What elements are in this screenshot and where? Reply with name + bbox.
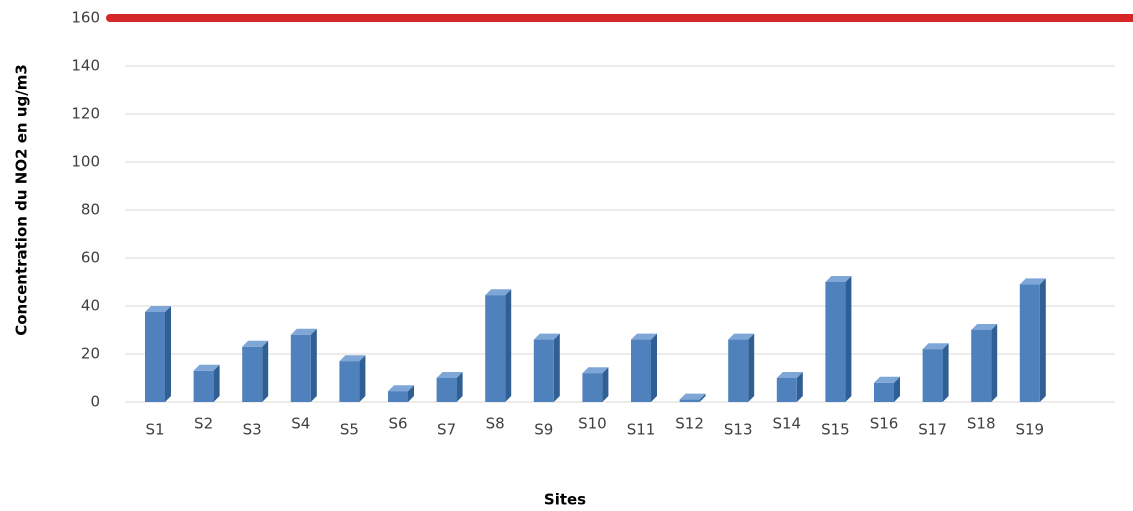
x-tick-label: S3 [243, 421, 262, 439]
bar-side [748, 333, 755, 402]
bar [436, 378, 457, 402]
bar-top [533, 333, 560, 340]
y-tick-label: 40 [81, 297, 100, 315]
bar-top [631, 333, 657, 340]
y-tick-label: 0 [90, 393, 100, 411]
bar [1019, 284, 1040, 402]
x-axis-title: Sites [544, 491, 586, 509]
bar-top [1019, 278, 1046, 285]
y-axis-title: Concentration du NO2 en ug/m3 [13, 64, 31, 336]
bar-side [699, 393, 706, 402]
bar [874, 382, 894, 402]
bar-top [242, 340, 269, 347]
y-tick-label: 80 [81, 201, 100, 219]
x-tick-label: S2 [194, 415, 213, 433]
bar-side [991, 324, 998, 402]
bar [388, 391, 408, 402]
bar-side [165, 306, 171, 402]
bar-top [436, 372, 463, 378]
x-tick-label: S17 [918, 421, 947, 439]
bar [631, 339, 651, 402]
bar-top [145, 306, 171, 312]
bar-top [388, 385, 414, 392]
bar-side [894, 376, 900, 402]
bar-side [553, 333, 560, 402]
x-tick-label: S13 [724, 421, 753, 439]
bar-side [456, 372, 463, 402]
x-tick-label: S5 [340, 421, 359, 439]
bar [193, 370, 214, 402]
x-tick-label: S18 [967, 415, 996, 433]
bar-top [825, 276, 852, 282]
x-tick-label: S9 [534, 421, 553, 439]
x-tick-label: S11 [627, 421, 656, 439]
x-tick-label: S8 [486, 415, 505, 433]
x-tick-label: S14 [772, 415, 801, 433]
bar [582, 373, 603, 402]
bar-side [213, 364, 220, 402]
bar-top [582, 367, 609, 374]
bar [485, 295, 506, 402]
x-tick-label: S19 [1015, 421, 1044, 439]
bar-top [339, 355, 366, 362]
x-tick-label: S15 [821, 421, 850, 439]
bar-top [485, 289, 512, 296]
bar-top [922, 343, 949, 350]
bar-side [796, 372, 803, 402]
bar-top [874, 376, 900, 383]
bar [533, 339, 554, 402]
bar [971, 330, 992, 402]
bar-side [505, 289, 512, 402]
y-tick-label: 100 [71, 153, 100, 171]
x-tick-label: S7 [437, 421, 456, 439]
bar-top [290, 328, 317, 335]
bar-side [262, 340, 269, 402]
bar [339, 361, 360, 402]
bar [679, 399, 700, 402]
bar-side [602, 367, 609, 402]
y-tick-label: 20 [81, 345, 100, 363]
bar-side [310, 328, 317, 402]
x-tick-label: S10 [578, 415, 607, 433]
bar-top [193, 364, 220, 371]
bar [825, 282, 846, 402]
x-tick-label: S4 [291, 415, 310, 433]
x-tick-label: S1 [145, 421, 164, 439]
x-tick-label: S12 [675, 415, 704, 433]
bar-top [776, 372, 803, 378]
x-tick-label: S16 [870, 415, 899, 433]
bar-side [408, 385, 414, 402]
y-tick-label: 140 [71, 57, 100, 75]
bar [922, 349, 943, 402]
bar [776, 378, 797, 402]
bar-side [359, 355, 366, 402]
bar [728, 339, 749, 402]
bar-side [942, 343, 949, 402]
bar [145, 312, 165, 402]
bar [290, 334, 311, 402]
bar-side [651, 333, 657, 402]
bar-side [1039, 278, 1046, 402]
y-tick-label: 60 [81, 249, 100, 267]
bar-top [728, 333, 755, 340]
y-tick-label: 160 [71, 9, 100, 27]
x-tick-label: S6 [388, 415, 407, 433]
bar-side [845, 276, 852, 402]
y-tick-label: 120 [71, 105, 100, 123]
bar [242, 346, 263, 402]
bar-top [679, 393, 706, 400]
bar-top [971, 324, 998, 330]
